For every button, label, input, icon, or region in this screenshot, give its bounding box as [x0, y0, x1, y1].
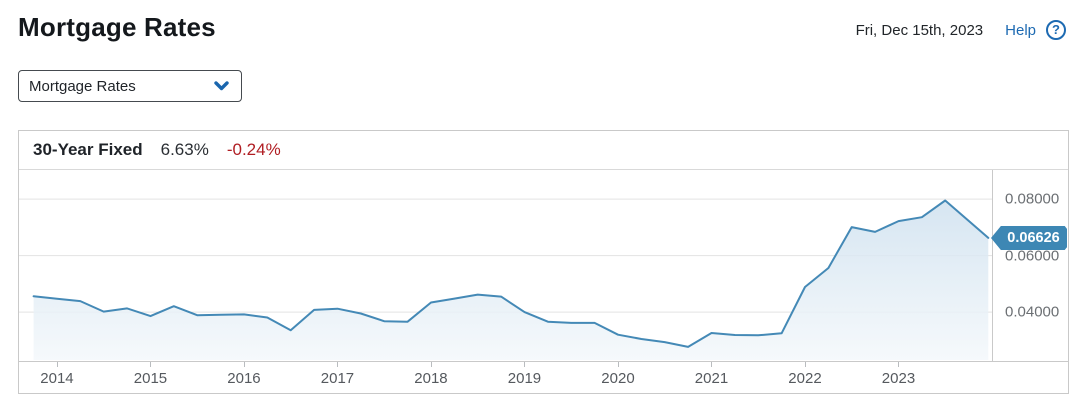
last-value-badge: 0.06626	[991, 226, 1067, 250]
x-axis-label: 2021	[694, 370, 729, 387]
y-axis-label: 0.06000	[1005, 247, 1060, 265]
current-rate: 6.63%	[160, 140, 209, 159]
rates-dropdown-value: Mortgage Rates	[29, 77, 136, 95]
current-date: Fri, Dec 15th, 2023	[855, 21, 984, 39]
chart-panel: 30-Year Fixed 6.63% -0.24% 0.04000 0.0600…	[18, 130, 1069, 394]
x-axis-tick	[524, 362, 526, 367]
x-axis-label: 2019	[507, 370, 542, 387]
top-bar: Mortgage Rates Fri, Dec 15th, 2023 Help …	[18, 12, 1066, 43]
y-axis-label: 0.08000	[1005, 190, 1060, 208]
help-link[interactable]: Help	[1005, 21, 1036, 39]
y-axis-label: 0.04000	[1005, 303, 1060, 321]
y-axis-labels: 0.04000 0.06000 0.08000	[992, 170, 1068, 361]
x-axis-label: 2023	[881, 370, 916, 387]
rate-change: -0.24%	[226, 140, 281, 159]
x-axis-tick	[430, 362, 432, 367]
chart-canvas[interactable]	[19, 170, 992, 361]
x-axis-label: 2015	[133, 370, 168, 387]
help-question-icon[interactable]: ?	[1046, 20, 1066, 40]
x-axis-label: 2022	[788, 370, 822, 387]
x-axis-tick	[150, 362, 152, 367]
x-axis-tick	[617, 362, 619, 367]
x-axis: 2014 2015 2016 2017 2018 2019 2020 2021 2022 2023	[19, 361, 1068, 393]
chevron-down-icon	[214, 81, 229, 91]
x-axis-label: 2016	[227, 370, 261, 387]
x-axis-label: 2017	[320, 370, 355, 387]
top-right-group: Fri, Dec 15th, 2023 Help ?	[856, 20, 1066, 40]
chart-header: 30-Year Fixed 6.63% -0.24%	[19, 131, 1068, 170]
x-axis-tick	[898, 362, 900, 367]
series-name: 30-Year Fixed	[33, 140, 143, 159]
x-axis-tick	[711, 362, 713, 367]
x-axis-label: 2014	[40, 370, 74, 387]
x-axis-label: 2018	[414, 370, 448, 387]
plot-row: 0.04000 0.06000 0.08000 0.06626	[19, 170, 1068, 361]
x-axis-tick	[804, 362, 806, 367]
rate-area-chart[interactable]	[19, 170, 992, 361]
rates-dropdown[interactable]: Mortgage Rates	[18, 70, 242, 102]
x-axis-tick	[56, 362, 58, 367]
x-axis-label: 2020	[601, 370, 635, 387]
page-title: Mortgage Rates	[18, 12, 216, 42]
x-axis-tick	[337, 362, 339, 367]
x-axis-tick	[243, 362, 245, 367]
